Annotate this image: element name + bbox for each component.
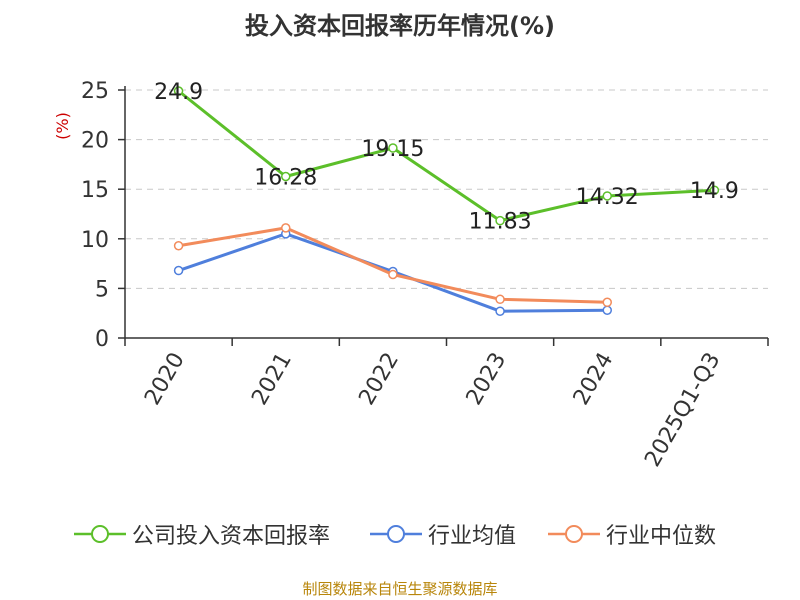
- data-point: [602, 305, 612, 315]
- x-tick-label: 2025Q1-Q3: [640, 349, 725, 472]
- data-point: [173, 86, 184, 96]
- legend-swatch-company: [74, 525, 126, 543]
- data-label: 19.15: [361, 137, 424, 162]
- data-label: 14.9: [690, 179, 739, 204]
- data-point: [388, 143, 398, 153]
- legend-label-company: 公司投入资本回报率: [132, 524, 331, 549]
- chart-title: 投入资本回报率历年情况(%): [245, 12, 555, 40]
- data-point: [602, 191, 612, 201]
- data-source: 制图数据来自恒生聚源数据库: [302, 580, 498, 598]
- x-tick-label: 2021: [247, 349, 297, 410]
- series-line-0: [177, 89, 715, 223]
- data-label: 24.9: [154, 80, 203, 105]
- y-tick-label: 0: [95, 327, 109, 352]
- data-point: [709, 185, 720, 195]
- y-tick-label: 25: [81, 79, 109, 104]
- data-point: [388, 269, 398, 280]
- legend-item-industry-mean[interactable]: 行业均值: [370, 518, 516, 550]
- y-axis-label: (%): [53, 112, 72, 140]
- x-tick-label: 2024: [569, 349, 619, 410]
- data-point: [495, 215, 505, 226]
- data-point: [602, 297, 612, 308]
- x-tick-label: 2022: [354, 349, 404, 410]
- data-label: 11.83: [469, 210, 532, 235]
- x-tick-label: 2023: [462, 349, 512, 410]
- legend-swatch-industry-median: [548, 525, 600, 543]
- y-tick-label: 15: [81, 178, 109, 203]
- data-label: 16.28: [254, 166, 317, 191]
- legend-item-industry-median[interactable]: 行业中位数: [548, 518, 716, 550]
- data-point: [173, 240, 184, 251]
- data-point: [281, 171, 291, 182]
- legend-label-industry-mean: 行业均值: [428, 524, 517, 549]
- legend: 公司投入资本回报率 行业均值 行业中位数: [0, 518, 800, 558]
- y-tick-label: 10: [81, 228, 109, 253]
- legend-label-industry-median: 行业中位数: [606, 524, 717, 549]
- data-point: [495, 294, 505, 305]
- x-tick-label: 2020: [140, 349, 190, 410]
- data-point: [173, 265, 184, 276]
- data-point: [281, 223, 291, 233]
- y-tick-label: 20: [81, 129, 109, 154]
- y-tick-label: 5: [95, 277, 109, 302]
- data-label: 14.32: [576, 185, 639, 210]
- legend-swatch-industry-mean: [370, 525, 422, 543]
- line-chart: 0 5 10 15 20 25 (%) 2020 2021 2022 2023 2024 2025Q1-…: [53, 79, 769, 472]
- legend-item-company[interactable]: 公司投入资本回报率: [74, 518, 330, 550]
- data-point: [495, 306, 505, 316]
